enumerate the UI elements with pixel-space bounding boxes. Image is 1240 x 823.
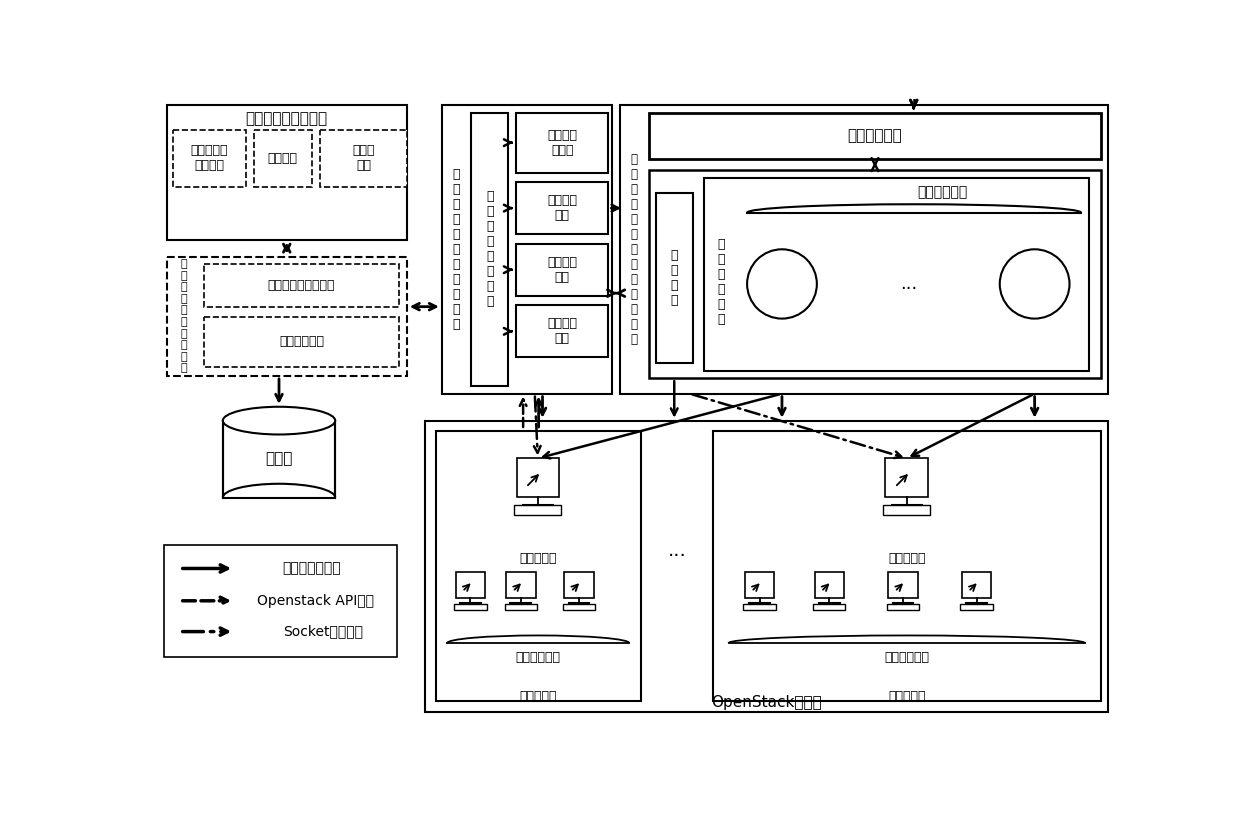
Text: 租户界面: 租户界面 (268, 151, 298, 165)
Bar (424, 421, 1109, 712)
Bar (441, 105, 613, 393)
Bar (435, 431, 641, 701)
Text: OpenStack云平台: OpenStack云平台 (711, 695, 822, 710)
Text: 用户管理模块: 用户管理模块 (279, 335, 324, 348)
Bar (815, 572, 844, 598)
Bar (454, 604, 486, 611)
Bar (203, 317, 399, 367)
Text: 拟态化封
装模块: 拟态化封 装模块 (547, 128, 578, 156)
Text: 代理虚拟机: 代理虚拟机 (888, 552, 925, 565)
Text: 拟
态
化
封
装
任
务
管
理
单
元: 拟 态 化 封 装 任 务 管 理 单 元 (451, 168, 460, 331)
Text: 用户注册与
登录界面: 用户注册与 登录界面 (191, 144, 228, 172)
Bar (166, 105, 407, 239)
Text: 管理员
界面: 管理员 界面 (352, 144, 374, 172)
Bar (320, 129, 407, 188)
Bar (223, 421, 335, 498)
Bar (620, 105, 1109, 393)
Bar (471, 113, 508, 386)
Text: 拟
态
化
网
元
实
时
反
馈
控
制
单
元: 拟 态 化 网 元 实 时 反 馈 控 制 单 元 (630, 153, 637, 346)
Text: 任务删除
模块: 任务删除 模块 (547, 318, 578, 346)
Bar (564, 572, 594, 598)
Bar (506, 572, 536, 598)
Bar (516, 244, 609, 296)
Bar (456, 572, 485, 598)
Bar (650, 113, 1101, 159)
Bar (704, 178, 1089, 370)
Text: 服
务
器
拟
态
化
单
元
封
装: 服 务 器 拟 态 化 单 元 封 装 (180, 259, 187, 374)
Bar (888, 572, 918, 598)
Bar (164, 546, 397, 657)
Bar (650, 170, 1101, 379)
Bar (743, 604, 776, 611)
Text: 执行体虚拟机: 执行体虚拟机 (516, 650, 560, 663)
Text: 反
馈
控
制
模
块: 反 馈 控 制 模 块 (718, 238, 725, 326)
Bar (813, 604, 846, 611)
Text: 拟态化网元: 拟态化网元 (888, 690, 925, 703)
Bar (516, 113, 609, 173)
Text: 拟态化封装系统界面: 拟态化封装系统界面 (246, 111, 327, 126)
Text: Openstack API调用: Openstack API调用 (257, 594, 374, 608)
Text: 数据与命令传送: 数据与命令传送 (283, 561, 341, 575)
Bar (515, 505, 562, 515)
Bar (517, 458, 559, 497)
Bar (885, 458, 928, 497)
Text: 外部命令接口: 外部命令接口 (848, 128, 903, 143)
Bar (516, 305, 609, 357)
Text: 反馈控制线程: 反馈控制线程 (918, 185, 968, 199)
Bar (960, 604, 993, 611)
Text: ...: ... (667, 542, 686, 560)
Bar (203, 264, 399, 307)
Text: 命
令
类
型
判
断
模
块: 命 令 类 型 判 断 模 块 (486, 190, 494, 309)
Text: 注
册
模
块: 注 册 模 块 (671, 249, 678, 307)
Text: Socket连接请求: Socket连接请求 (283, 625, 363, 639)
Text: 任务修改
模块: 任务修改 模块 (547, 194, 578, 222)
Bar (505, 604, 537, 611)
Bar (172, 129, 247, 188)
Text: 拟态化网元: 拟态化网元 (520, 690, 557, 703)
Bar (713, 431, 1101, 701)
Ellipse shape (223, 407, 335, 435)
Text: 任务查看
模块: 任务查看 模块 (547, 256, 578, 284)
Bar (883, 505, 930, 515)
Text: 数据库: 数据库 (265, 452, 293, 467)
Text: ...: ... (900, 275, 916, 293)
Bar (745, 572, 774, 598)
Text: 代理虚拟机: 代理虚拟机 (520, 552, 557, 565)
Bar (516, 182, 609, 235)
Text: 执行体虚拟机: 执行体虚拟机 (884, 650, 929, 663)
Bar (166, 257, 407, 376)
Text: 命令检查与下发模块: 命令检查与下发模块 (268, 279, 335, 291)
Bar (962, 572, 991, 598)
Bar (887, 604, 919, 611)
Bar (563, 604, 595, 611)
Bar (254, 129, 312, 188)
Bar (656, 193, 693, 363)
